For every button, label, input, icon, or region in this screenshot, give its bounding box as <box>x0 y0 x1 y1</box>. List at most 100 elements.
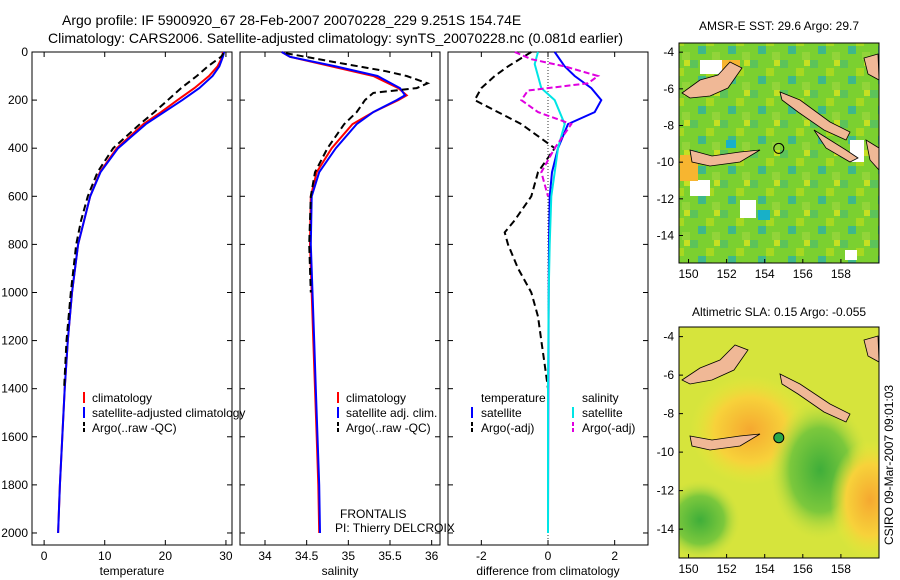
map-y-tick-label: -8 <box>663 407 674 421</box>
header-line-2: Climatology: CARS2006. Satellite-adjuste… <box>48 30 623 46</box>
difference-xlabel: difference from climatology <box>476 564 619 578</box>
series-line-temperature-argo-adj- <box>473 51 557 389</box>
map-y-tick-label: -4 <box>663 330 674 344</box>
map-x-tick-label: 150 <box>679 562 699 576</box>
argo-float-marker <box>773 142 785 154</box>
depth-tick-label: 0 <box>21 45 28 59</box>
sst-map-title: AMSR-E SST: 29.6 Argo: 29.7 <box>699 19 859 33</box>
sla-land-island <box>689 433 761 451</box>
map-x-tick-label: 152 <box>717 267 737 281</box>
temperature-xlabel: temperature <box>100 564 165 578</box>
legend-label-argo: Argo(..raw -QC) <box>92 421 177 435</box>
map-x-tick-label: 156 <box>793 562 813 576</box>
sst-land-island <box>865 139 879 171</box>
sst-cloud-gap <box>690 180 710 196</box>
legend-label-temp-argo: Argo(-adj) <box>481 421 534 435</box>
legend-label-temp-satellite: satellite <box>481 406 522 420</box>
series-line-temperature-satellite <box>547 51 603 534</box>
temperature-plot: 0 10 20 30 <box>32 51 233 563</box>
series-line-satellite-adjusted-climatology <box>57 51 226 534</box>
temperature-axes <box>31 51 233 546</box>
depth-tick-label: 1600 <box>1 430 28 444</box>
series-line-argo-raw-qc- <box>285 52 431 293</box>
x-tick-label: 34.5 <box>295 549 319 563</box>
x-tick-label: 2 <box>611 549 618 563</box>
sla-land-island <box>863 335 879 363</box>
difference-legend: temperature satellite Argo(-adj) salinit… <box>471 391 635 435</box>
salinity-legend: climatology satellite adj. clim. Argo(..… <box>335 391 455 535</box>
sst-cool-patch <box>758 210 770 220</box>
legend-heading-salinity: salinity <box>582 391 619 405</box>
x-tick-label: 0 <box>41 549 48 563</box>
depth-tick-label: 800 <box>8 237 28 251</box>
x-tick-label: 35 <box>342 549 356 563</box>
sla-land-new-britain <box>681 344 749 385</box>
depth-tick-label: 1200 <box>1 334 28 348</box>
sst-cloud-gap <box>740 200 756 218</box>
x-tick-label: 35.5 <box>378 549 402 563</box>
sst-cool-patch <box>726 140 736 148</box>
legend-label-climatology: climatology <box>346 391 406 405</box>
legend-label-satellite: satellite adj. clim. <box>346 406 437 420</box>
sst-map-frame <box>678 42 880 264</box>
series-line-climatology <box>57 51 224 534</box>
series-line-salinity-argo-adj- <box>514 51 601 197</box>
pi-name: PI: Thierry DELCROIX <box>335 521 455 535</box>
x-tick-label: -2 <box>476 549 487 563</box>
argo-float-marker <box>773 432 785 444</box>
temperature-legend: climatology satellite-adjusted climatolo… <box>83 391 245 435</box>
sla-land-solomon-islands <box>779 373 851 423</box>
project-name: FRONTALIS <box>340 507 406 521</box>
sla-map-title: Altimetric SLA: 0.15 Argo: -0.055 <box>692 305 866 319</box>
difference-plot: -2 0 2 <box>448 51 648 563</box>
map-x-tick-label: 150 <box>679 267 699 281</box>
salinity-plot: 34 34.5 35 35.5 36 <box>240 51 440 563</box>
x-tick-label: 30 <box>219 549 233 563</box>
map-x-tick-label: 154 <box>755 562 775 576</box>
sst-cloud-gap <box>845 250 857 260</box>
map-y-tick-label: -14 <box>657 522 675 536</box>
depth-tick-labels: 0 200 400 600 800 1000 1200 1400 1600 1800 2000 <box>1 45 28 540</box>
legend-label-sal-argo: Argo(-adj) <box>582 421 635 435</box>
map-y-tick-label: -12 <box>657 484 675 498</box>
legend-label-climatology: climatology <box>92 391 152 405</box>
map-x-tick-label: 158 <box>831 267 851 281</box>
map-y-tick-label: -8 <box>663 119 674 133</box>
sla-low-anomaly <box>679 480 740 558</box>
legend-label-satellite: satellite-adjusted climatology <box>92 406 245 420</box>
depth-tick-label: 600 <box>8 189 28 203</box>
salinity-axes <box>239 51 441 546</box>
map-y-tick-label: -12 <box>657 192 675 206</box>
depth-tick-label: 2000 <box>1 526 28 540</box>
x-tick-label: 20 <box>159 549 173 563</box>
map-y-tick-label: -10 <box>657 445 675 459</box>
x-tick-label: 36 <box>425 549 439 563</box>
x-tick-label: 10 <box>98 549 112 563</box>
map-x-tick-label: 152 <box>717 562 737 576</box>
series-line-salinity-satellite <box>533 51 566 533</box>
sla-map-frame <box>678 326 880 559</box>
map-x-tick-label: 154 <box>755 267 775 281</box>
sst-cloud-gap <box>700 60 722 74</box>
credit-stamp: CSIRO 09-Mar-2007 09:01:03 <box>882 385 896 545</box>
map-y-tick-label: -14 <box>657 229 675 243</box>
depth-tick-label: 1800 <box>1 478 28 492</box>
sst-map-axes: 150 152 154 156 158 -4 -6 -8 -10 -12 -14 <box>657 45 852 281</box>
map-y-tick-label: -6 <box>663 82 674 96</box>
sla-map-axes: 150 152 154 156 158 -4 -6 -8 -10 -12 -14 <box>657 330 852 576</box>
sst-land-island <box>689 149 761 167</box>
series-line-satellite-adj-clim- <box>281 51 407 534</box>
sla-high-anomaly <box>830 440 879 558</box>
sst-land-island <box>813 129 859 163</box>
legend-heading-temperature: temperature <box>481 391 546 405</box>
depth-tick-label: 1000 <box>1 286 28 300</box>
map-y-tick-label: -4 <box>663 45 674 59</box>
map-x-tick-label: 158 <box>831 562 851 576</box>
map-y-tick-label: -10 <box>657 155 675 169</box>
x-tick-label: 34 <box>258 549 272 563</box>
depth-tick-label: 200 <box>8 93 28 107</box>
legend-label-argo: Argo(..raw -QC) <box>346 421 431 435</box>
salinity-xlabel: salinity <box>322 564 359 578</box>
sst-land-solomon-islands <box>779 91 851 141</box>
